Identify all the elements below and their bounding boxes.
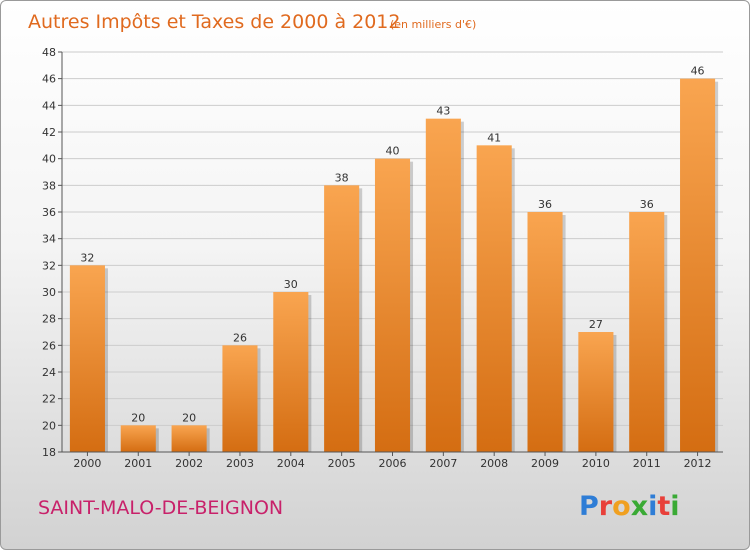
logo-letter: t	[657, 491, 670, 522]
x-tick-label: 2003	[226, 457, 254, 470]
x-tick-label: 2006	[379, 457, 407, 470]
y-tick-label: 24	[42, 366, 56, 379]
y-tick-label: 22	[42, 393, 56, 406]
x-tick-label: 2007	[429, 457, 457, 470]
y-tick-label: 42	[42, 126, 56, 139]
x-tick-label: 2011	[633, 457, 661, 470]
bars-layer: 32 20 20 26 30 38 40 43 41 36 27 36 46	[69, 65, 719, 453]
proxiti-logo: Proxiti	[579, 491, 680, 522]
bar-2006	[374, 158, 411, 452]
value-label: 26	[233, 331, 247, 344]
bar-2011	[629, 212, 665, 452]
value-label: 36	[538, 198, 552, 211]
bar-2000	[69, 265, 105, 452]
x-tick-label: 2008	[480, 457, 508, 470]
value-label: 36	[640, 198, 654, 211]
bar-2012	[680, 78, 716, 453]
y-tick-label: 20	[42, 419, 56, 432]
chart-title: Autres Impôts et Taxes de 2000 à 2012	[28, 11, 401, 33]
axis-layer: 18 20 22 24 26 28 30 32 34 36 38 40 42 44 46 48 2000 2001…	[42, 46, 723, 470]
logo-letter: P	[579, 491, 599, 522]
logo-letter: x	[631, 491, 648, 522]
value-label: 38	[335, 171, 349, 184]
bar-2004	[273, 292, 309, 452]
logo-letter: o	[612, 491, 631, 522]
value-label: 41	[487, 131, 501, 144]
y-tick-label: 40	[42, 153, 56, 166]
y-tick-label: 46	[42, 73, 56, 86]
value-label: 46	[691, 65, 705, 78]
value-label: 20	[182, 411, 196, 424]
y-tick-label: 34	[42, 233, 56, 246]
bar-2007	[425, 118, 461, 453]
value-label: 30	[284, 278, 298, 291]
x-tick-label: 2000	[73, 457, 101, 470]
bar-2002	[171, 425, 207, 452]
chart-subtitle: (en milliers d'€)	[390, 18, 476, 31]
bar-2003	[222, 345, 258, 452]
value-label: 20	[131, 411, 145, 424]
value-label: 40	[386, 145, 400, 158]
value-label: 32	[80, 251, 94, 264]
bar-2009	[527, 212, 563, 452]
y-tick-label: 38	[42, 179, 56, 192]
logo-letter: r	[599, 491, 613, 522]
x-tick-label: 2009	[531, 457, 559, 470]
x-tick-label: 2001	[124, 457, 152, 470]
y-tick-label: 18	[42, 446, 56, 459]
y-tick-label: 32	[42, 259, 56, 272]
value-label: 27	[589, 318, 603, 331]
y-tick-label: 48	[42, 46, 56, 59]
bar-2008	[476, 145, 512, 453]
y-tick-label: 36	[42, 206, 56, 219]
bar-2005	[324, 185, 360, 453]
logo-letter: i	[648, 491, 657, 522]
x-tick-label: 2005	[328, 457, 356, 470]
x-tick-label: 2012	[684, 457, 712, 470]
y-tick-label: 28	[42, 313, 56, 326]
bar-2001	[120, 425, 156, 452]
value-label: 43	[436, 105, 450, 118]
commune-name: SAINT-MALO-DE-BEIGNON	[38, 497, 283, 519]
bar-2010	[578, 332, 614, 452]
x-tick-label: 2004	[277, 457, 305, 470]
y-tick-label: 30	[42, 286, 56, 299]
logo-letter: i	[670, 491, 679, 522]
x-tick-label: 2002	[175, 457, 203, 470]
y-tick-label: 44	[42, 99, 56, 112]
x-tick-label: 2010	[582, 457, 610, 470]
y-tick-label: 26	[42, 339, 56, 352]
